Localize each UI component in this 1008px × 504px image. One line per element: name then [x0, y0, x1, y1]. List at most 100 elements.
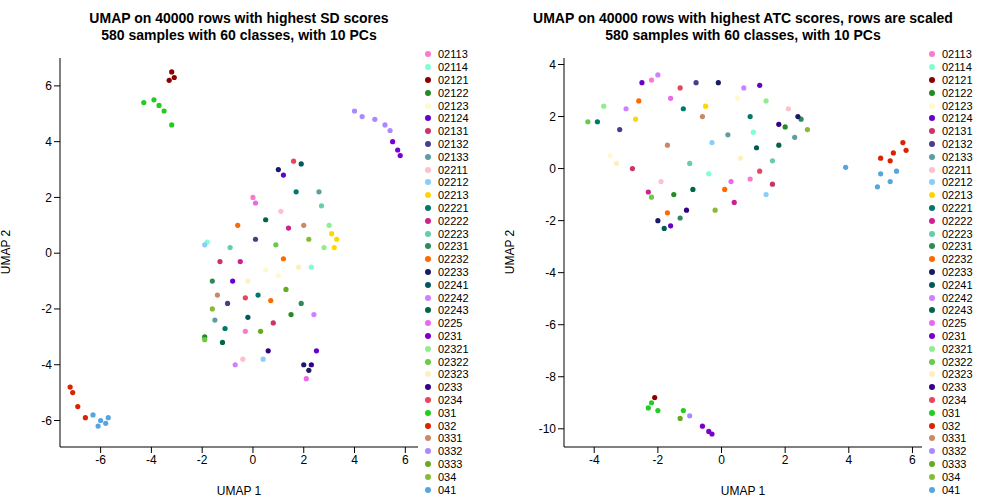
html-text:02222: 02222 [942, 214, 973, 227]
html-text:0333: 0333 [438, 458, 463, 470]
html-text:02232: 02232 [438, 253, 469, 266]
html-text:031: 031 [942, 406, 961, 419]
svg-text:4: 4 [549, 58, 556, 72]
html-text:02123: 02123 [438, 99, 469, 112]
html-text:02122: 02122 [942, 86, 973, 99]
svg-text:0: 0 [250, 453, 257, 467]
svg-text:-4: -4 [589, 453, 600, 467]
html-text:02114: 02114 [438, 61, 468, 74]
html-text:02233: 02233 [438, 266, 469, 278]
html-text:02221: 02221 [438, 202, 469, 214]
html-text:02322: 02322 [942, 355, 973, 368]
svg-text:0: 0 [718, 453, 725, 467]
html-text:02213: 02213 [942, 189, 973, 202]
html-text:02321: 02321 [438, 342, 469, 355]
html-text:02114: 02114 [942, 61, 972, 74]
svg-text:-6: -6 [41, 414, 52, 428]
html-text:02132: 02132 [438, 138, 469, 150]
svg-text:0: 0 [549, 162, 556, 176]
html-text:UMAP 2: UMAP 2 [0, 229, 13, 275]
html-text:02131: 02131 [438, 125, 469, 138]
html-text:0233: 0233 [942, 381, 967, 394]
html-text:02113: 02113 [438, 48, 468, 61]
html-text:0234: 0234 [438, 394, 463, 406]
html-text:UMAP on 40000 rows with highes: UMAP on 40000 rows with highest SD score… [89, 10, 389, 26]
svg-text:-2: -2 [41, 302, 52, 316]
svg-text:-4: -4 [146, 453, 157, 467]
html-text:UMAP 1: UMAP 1 [216, 484, 262, 498]
html-text:02323: 02323 [942, 368, 973, 381]
svg-text:2: 2 [549, 110, 556, 124]
html-text:02223: 02223 [942, 227, 973, 240]
html-text:02243: 02243 [942, 304, 973, 317]
svg-text:4: 4 [45, 135, 52, 149]
html-text:02321: 02321 [942, 342, 973, 355]
html-text:02241: 02241 [942, 278, 973, 291]
html-text:02211: 02211 [438, 163, 468, 176]
html-text:UMAP on 40000 rows with highes: UMAP on 40000 rows with highest ATC scor… [533, 10, 953, 26]
html-text:0331: 0331 [438, 432, 463, 445]
html-text:032: 032 [438, 419, 457, 432]
html-text:02231: 02231 [438, 240, 469, 253]
svg-text:-2: -2 [545, 214, 556, 228]
html-text:02222: 02222 [438, 214, 469, 227]
html-text:02113: 02113 [942, 48, 972, 61]
svg-text:-6: -6 [95, 453, 106, 467]
html-text:02242: 02242 [438, 291, 469, 304]
html-text:02124: 02124 [942, 112, 973, 125]
html-text:02241: 02241 [438, 278, 469, 291]
svg-text:-4: -4 [41, 358, 52, 372]
html-text:02322: 02322 [438, 355, 469, 368]
html-text:02212: 02212 [942, 176, 973, 189]
html-text:02121: 02121 [942, 74, 973, 86]
html-text:580 samples with 60 classes, w: 580 samples with 60 classes, with 10 PCs [101, 27, 377, 43]
html-text:02124: 02124 [438, 112, 469, 125]
svg-text:4: 4 [351, 453, 358, 467]
html-text:02122: 02122 [438, 86, 469, 99]
svg-text:-10: -10 [539, 422, 557, 436]
html-text:02211: 02211 [942, 163, 972, 176]
html-text:UMAP 2: UMAP 2 [503, 229, 517, 275]
html-text:0332: 0332 [942, 445, 967, 458]
svg-text:6: 6 [45, 79, 52, 93]
svg-text:6: 6 [909, 453, 916, 467]
svg-text:2: 2 [782, 453, 789, 467]
html-text:041: 041 [438, 483, 457, 496]
html-text:0225: 0225 [942, 317, 967, 330]
html-text:02133: 02133 [942, 150, 973, 163]
svg-text:-2: -2 [197, 453, 208, 467]
html-text:02212: 02212 [438, 176, 469, 189]
html-text:0231: 0231 [438, 330, 463, 342]
html-text:032: 032 [942, 419, 961, 432]
svg-text:2: 2 [45, 191, 52, 205]
html-text:02121: 02121 [438, 74, 469, 86]
svg-text:6: 6 [402, 453, 409, 467]
svg-text:-6: -6 [545, 318, 556, 332]
svg-text:4: 4 [845, 453, 852, 467]
html-text:02213: 02213 [438, 189, 469, 202]
svg-text:-2: -2 [653, 453, 664, 467]
html-text:0225: 0225 [438, 317, 463, 330]
html-text:02223: 02223 [438, 227, 469, 240]
html-text:0233: 0233 [438, 381, 463, 394]
svg-text:-4: -4 [545, 266, 556, 280]
html-text:02242: 02242 [942, 291, 973, 304]
svg-text:2: 2 [300, 453, 307, 467]
html-text:034: 034 [438, 470, 457, 483]
svg-text:0: 0 [45, 246, 52, 260]
html-text:041: 041 [942, 483, 961, 496]
html-text:02243: 02243 [438, 304, 469, 317]
html-text:0332: 0332 [438, 445, 463, 458]
html-text:0331: 0331 [942, 432, 967, 445]
html-text:02232: 02232 [942, 253, 973, 266]
html-text:034: 034 [942, 470, 961, 483]
html-text:02323: 02323 [438, 368, 469, 381]
html-text:02133: 02133 [438, 150, 469, 163]
html-text:UMAP 1: UMAP 1 [720, 484, 766, 498]
html-text:02231: 02231 [942, 240, 973, 253]
svg-text:-8: -8 [545, 370, 556, 384]
html-text:580 samples with 60 classes, w: 580 samples with 60 classes, with 10 PCs [605, 27, 881, 43]
html-text:031: 031 [438, 406, 457, 419]
html-text:02131: 02131 [942, 125, 973, 138]
html-text:02123: 02123 [942, 99, 973, 112]
